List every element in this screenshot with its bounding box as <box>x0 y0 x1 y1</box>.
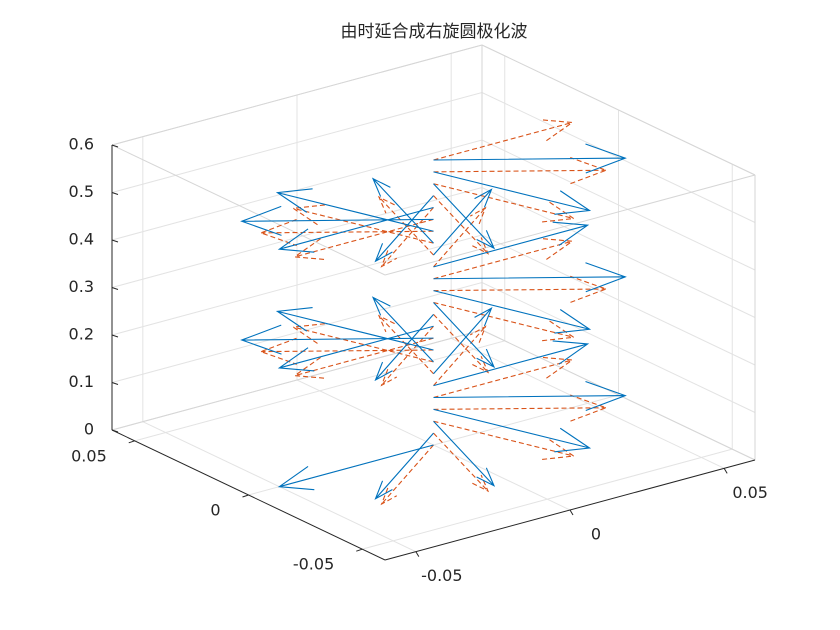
vector <box>259 337 434 365</box>
z-tick-label: 0 <box>84 420 94 439</box>
y-tick-label: 0 <box>210 501 220 520</box>
vector <box>433 408 592 453</box>
chart-title: 由时延合成右旋圆极化波 <box>341 22 528 42</box>
vector <box>433 340 590 387</box>
vector <box>433 420 496 487</box>
vector <box>433 143 627 174</box>
vector <box>277 325 434 372</box>
z-tick <box>111 239 119 243</box>
z-tick-label: 0.2 <box>69 325 94 344</box>
vector <box>371 177 434 244</box>
vector <box>374 432 434 500</box>
x-tick-label: 0.05 <box>732 483 768 502</box>
vector <box>374 195 434 263</box>
vector <box>433 301 576 342</box>
z-tick-label: 0.1 <box>69 372 94 391</box>
grid-line <box>111 44 756 176</box>
x-tick <box>569 509 574 516</box>
vector <box>433 275 608 303</box>
vector <box>433 221 590 268</box>
grid-line <box>111 91 756 223</box>
vector <box>293 218 434 261</box>
z-tick-label: 0.4 <box>69 230 94 249</box>
y-tick <box>242 494 249 498</box>
z-tick <box>111 192 119 195</box>
vector <box>277 206 434 253</box>
y-tick <box>356 548 363 552</box>
vector <box>433 394 608 422</box>
vector <box>433 183 576 223</box>
vector <box>380 325 434 387</box>
z-tick <box>111 334 119 338</box>
z-tick <box>111 287 119 290</box>
y-tick-label: 0.05 <box>71 446 107 465</box>
vector <box>433 237 574 280</box>
y-tick <box>128 440 135 444</box>
x-tick <box>415 551 420 557</box>
grid-line <box>111 186 756 318</box>
vector <box>291 323 434 363</box>
box-edge <box>111 44 483 146</box>
vector <box>433 157 608 185</box>
grid-line <box>111 281 756 413</box>
vector <box>259 219 434 247</box>
grid-line <box>450 53 725 469</box>
z-tick <box>111 144 119 148</box>
z-tick-label: 0.6 <box>69 135 94 154</box>
y-tick-label: -0.05 <box>293 555 334 574</box>
vector <box>374 314 434 382</box>
vector <box>293 337 434 379</box>
vector <box>433 325 487 386</box>
vector <box>240 324 434 355</box>
vector <box>433 262 627 293</box>
vector <box>433 195 490 255</box>
vector <box>433 206 487 268</box>
vector <box>433 356 574 399</box>
x-tick-label: -0.05 <box>421 566 462 585</box>
vector <box>433 302 496 369</box>
vector <box>433 290 592 334</box>
vector <box>240 205 434 236</box>
vector <box>433 313 490 374</box>
grid-line <box>362 164 733 550</box>
vector <box>371 296 434 363</box>
vector <box>433 381 627 411</box>
vector <box>377 195 434 256</box>
vector <box>377 314 434 375</box>
vector <box>433 183 496 250</box>
z-tick <box>111 429 119 433</box>
vector <box>433 171 592 215</box>
box-edge <box>384 174 756 276</box>
z-tick <box>111 382 119 385</box>
z-tick-label: 0.3 <box>69 277 94 296</box>
box-edge <box>481 44 756 176</box>
x-tick <box>723 468 728 474</box>
vector <box>433 420 576 460</box>
box-edge <box>481 329 756 461</box>
vector <box>380 444 434 506</box>
vector <box>433 188 493 256</box>
vector <box>433 119 574 161</box>
vector <box>277 444 434 491</box>
z-tick-label: 0.5 <box>69 182 94 201</box>
x-tick-label: 0 <box>591 525 601 544</box>
vector <box>433 432 490 493</box>
vector <box>380 207 434 268</box>
vector <box>433 306 493 375</box>
box-edge <box>111 144 386 276</box>
vector <box>291 204 434 244</box>
